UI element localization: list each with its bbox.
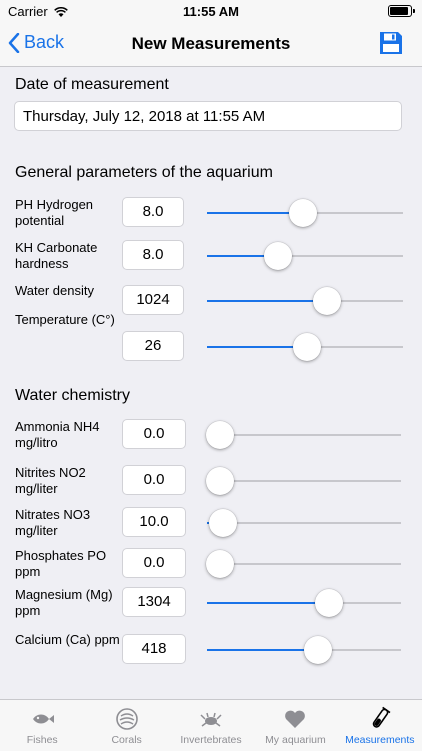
slider-thumb[interactable] (206, 467, 234, 495)
parameter-value[interactable]: 8.0 (122, 240, 184, 270)
slider-thumb[interactable] (303, 636, 332, 664)
parameter-slider[interactable] (206, 467, 401, 495)
slider-fill (207, 255, 278, 257)
tab-label: Fishes (26, 734, 58, 746)
parameter-label: Ammonia NH4 mg/litro (15, 419, 100, 450)
parameter-row: Calcium (Ca) ppm 418 (0, 632, 422, 668)
slider-fill (207, 602, 330, 604)
parameter-value[interactable]: 0.0 (122, 419, 186, 449)
parameter-row: Ammonia NH4 mg/litro 0.0 (0, 419, 422, 453)
parameter-value[interactable]: 0.0 (122, 465, 186, 495)
parameter-value[interactable]: 1304 (122, 587, 186, 617)
status-time: 11:55 AM (183, 4, 239, 19)
battery-icon (388, 5, 415, 17)
date-field[interactable]: Thursday, July 12, 2018 at 11:55 AM (14, 101, 402, 131)
slider-fill (207, 300, 327, 302)
parameter-row: Magnesium (Mg) ppm 1304 (0, 587, 422, 621)
parameter-label: Calcium (Ca) ppm (15, 632, 120, 647)
parameter-slider[interactable] (207, 333, 403, 361)
general-heading: General parameters of the aquarium (15, 164, 273, 181)
status-bar: Carrier 11:55 AM (0, 0, 422, 22)
parameter-value[interactable]: 8.0 (122, 197, 184, 227)
tab-label: Corals (111, 734, 142, 746)
parameter-slider[interactable] (207, 242, 403, 270)
parameter-label: Temperature (C°) (15, 312, 115, 327)
slider-thumb[interactable] (206, 421, 234, 449)
parameter-slider[interactable] (207, 287, 403, 315)
parameter-row: Temperature (C°) 26 (0, 312, 422, 365)
fish-icon (33, 714, 55, 724)
chevron-left-icon (8, 32, 20, 53)
heart-icon (285, 710, 306, 728)
parameter-slider[interactable] (207, 509, 401, 537)
slider-thumb[interactable] (208, 509, 237, 537)
parameter-value[interactable]: 10.0 (122, 507, 186, 537)
page-title: New Measurements (131, 34, 291, 53)
back-label: Back (24, 32, 65, 52)
slider-thumb[interactable] (289, 199, 318, 227)
slider-thumb[interactable] (263, 242, 292, 270)
tab-my-aquarium[interactable]: My aquarium (253, 700, 337, 751)
slider-fill (207, 649, 318, 651)
measurement-form: Date of measurement Thursday, July 12, 2… (0, 66, 422, 699)
tab-invertebrates[interactable]: Invertebrates (169, 700, 253, 751)
slider-thumb[interactable] (206, 550, 234, 578)
parameter-label: Magnesium (Mg) ppm (15, 587, 113, 618)
carrier-label: Carrier (8, 4, 69, 19)
parameter-row: Nitrates NO3 mg/liter 10.0 (0, 507, 422, 541)
tab-corals[interactable]: Corals (84, 700, 168, 751)
slider-fill (207, 212, 304, 214)
parameter-slider[interactable] (207, 636, 401, 664)
tab-label: Invertebrates (180, 734, 242, 746)
crab-icon (200, 712, 222, 727)
slider-thumb[interactable] (312, 287, 341, 315)
parameter-slider[interactable] (206, 550, 401, 578)
chemistry-heading: Water chemistry (15, 387, 130, 404)
date-heading: Date of measurement (15, 76, 169, 93)
navigation-bar: Back New Measurements (0, 22, 422, 67)
parameter-label: Nitrites NO2 mg/liter (15, 465, 86, 496)
slider-thumb[interactable] (315, 589, 344, 617)
parameter-slider[interactable] (206, 421, 401, 449)
parameter-value[interactable]: 0.0 (122, 548, 186, 578)
parameter-row: PH Hydrogen potential 8.0 (0, 197, 422, 231)
tab-label: My aquarium (265, 734, 326, 746)
tab-label: Measurements (345, 734, 415, 746)
parameter-row: Phosphates PO ppm 0.0 (0, 548, 422, 582)
back-button[interactable]: Back (8, 32, 64, 53)
parameter-value[interactable]: 1024 (122, 285, 184, 315)
slider-thumb[interactable] (292, 333, 321, 361)
parameter-value[interactable]: 418 (122, 634, 186, 664)
parameter-label: PH Hydrogen potential (15, 197, 94, 228)
test-tube-icon (372, 706, 391, 728)
coral-icon (115, 708, 138, 730)
parameter-label: KH Carbonate hardness (15, 240, 98, 271)
tab-measurements[interactable]: Measurements (338, 700, 422, 751)
wifi-icon (54, 6, 69, 17)
parameter-value[interactable]: 26 (122, 331, 184, 361)
parameter-row: Nitrites NO2 mg/liter 0.0 (0, 465, 422, 499)
parameter-row: Water density 1024 (0, 283, 422, 319)
parameter-slider[interactable] (207, 589, 401, 617)
slider-fill (207, 346, 307, 348)
parameter-row: KH Carbonate hardness 8.0 (0, 240, 422, 274)
parameter-label: Phosphates PO ppm (15, 548, 107, 579)
tab-bar: Fishes Corals Invertebrates My aquarium … (0, 699, 422, 751)
tab-fishes[interactable]: Fishes (0, 700, 84, 751)
parameter-label: Nitrates NO3 mg/liter (15, 507, 91, 538)
parameter-slider[interactable] (207, 199, 403, 227)
save-icon[interactable] (378, 30, 404, 56)
parameter-label: Water density (15, 283, 94, 298)
